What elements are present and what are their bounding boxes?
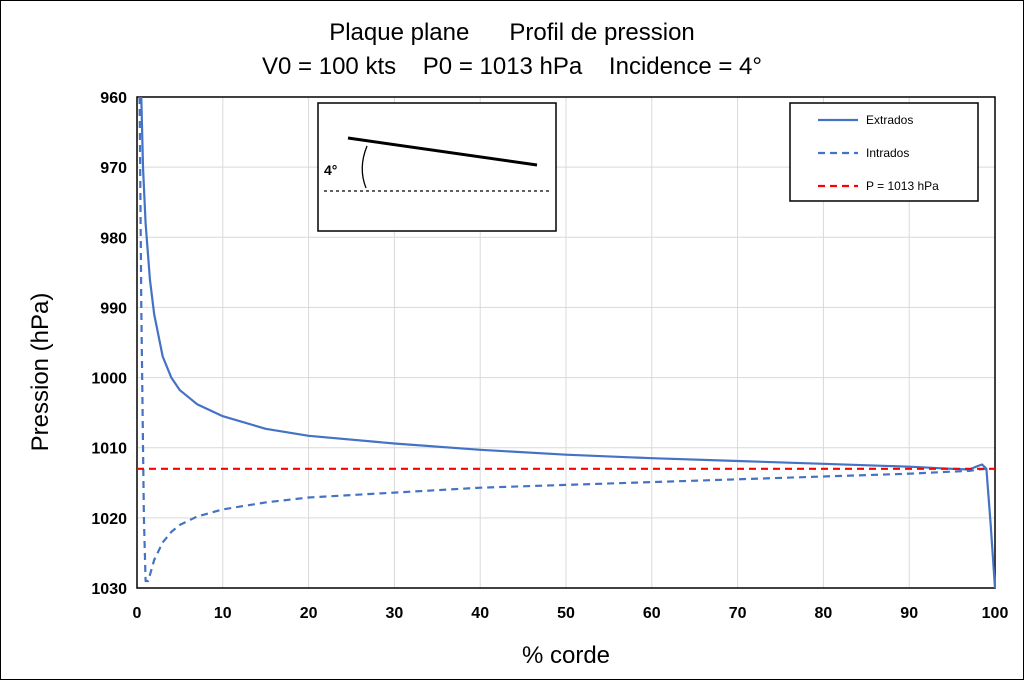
legend-label: Intrados xyxy=(866,146,909,160)
plate-line xyxy=(347,136,538,167)
x-tick-label: 50 xyxy=(557,605,575,622)
x-tick-label: 60 xyxy=(643,605,661,622)
series-line-intrados xyxy=(138,96,987,583)
y-tick-label: 960 xyxy=(100,90,127,107)
y-tick-label: 1000 xyxy=(91,371,127,388)
x-tick-label: 70 xyxy=(729,605,747,622)
y-tick-label: 980 xyxy=(100,230,127,247)
y-tick-label: 1010 xyxy=(91,441,127,458)
legend-label: P = 1013 hPa xyxy=(866,179,939,193)
x-tick-label: 0 xyxy=(133,605,142,622)
angle-arc xyxy=(361,145,368,189)
y-axis-label: Pression (hPa) xyxy=(27,293,54,452)
x-tick-label: 20 xyxy=(300,605,318,622)
x-tick-label: 10 xyxy=(214,605,232,622)
y-tick-label: 1020 xyxy=(91,511,127,528)
y-tick-labels: 960 970 980 990 1000 1010 1020 1030 xyxy=(91,90,127,598)
y-tick-label: 970 xyxy=(100,160,127,177)
x-tick-label: 100 xyxy=(982,605,1009,622)
y-tick-label: 990 xyxy=(100,300,127,317)
legend-label: Extrados xyxy=(866,113,913,127)
incidence-inset: 4° xyxy=(317,102,557,232)
series-line-extrados xyxy=(140,96,997,589)
angle-label: 4° xyxy=(324,162,337,178)
inset-box xyxy=(317,102,557,232)
y-tick-label: 1030 xyxy=(91,581,127,598)
plot-area-border xyxy=(136,96,996,589)
chart-title-line2: V0 = 100 kts P0 = 1013 hPa Incidence = 4… xyxy=(262,53,762,80)
x-axis-label: % corde xyxy=(522,642,610,669)
x-tick-label: 40 xyxy=(471,605,489,622)
x-tick-label: 90 xyxy=(900,605,918,622)
x-tick-label: 80 xyxy=(815,605,833,622)
x-tick-label: 30 xyxy=(386,605,404,622)
x-tick-labels: 0 10 20 30 40 50 60 70 80 90 100 xyxy=(133,605,1009,622)
chart-title-line1: Plaque plane Profil de pression xyxy=(329,19,695,46)
legend: Extrados Intrados P = 1013 hPa xyxy=(789,102,979,202)
series-lines xyxy=(137,96,997,589)
